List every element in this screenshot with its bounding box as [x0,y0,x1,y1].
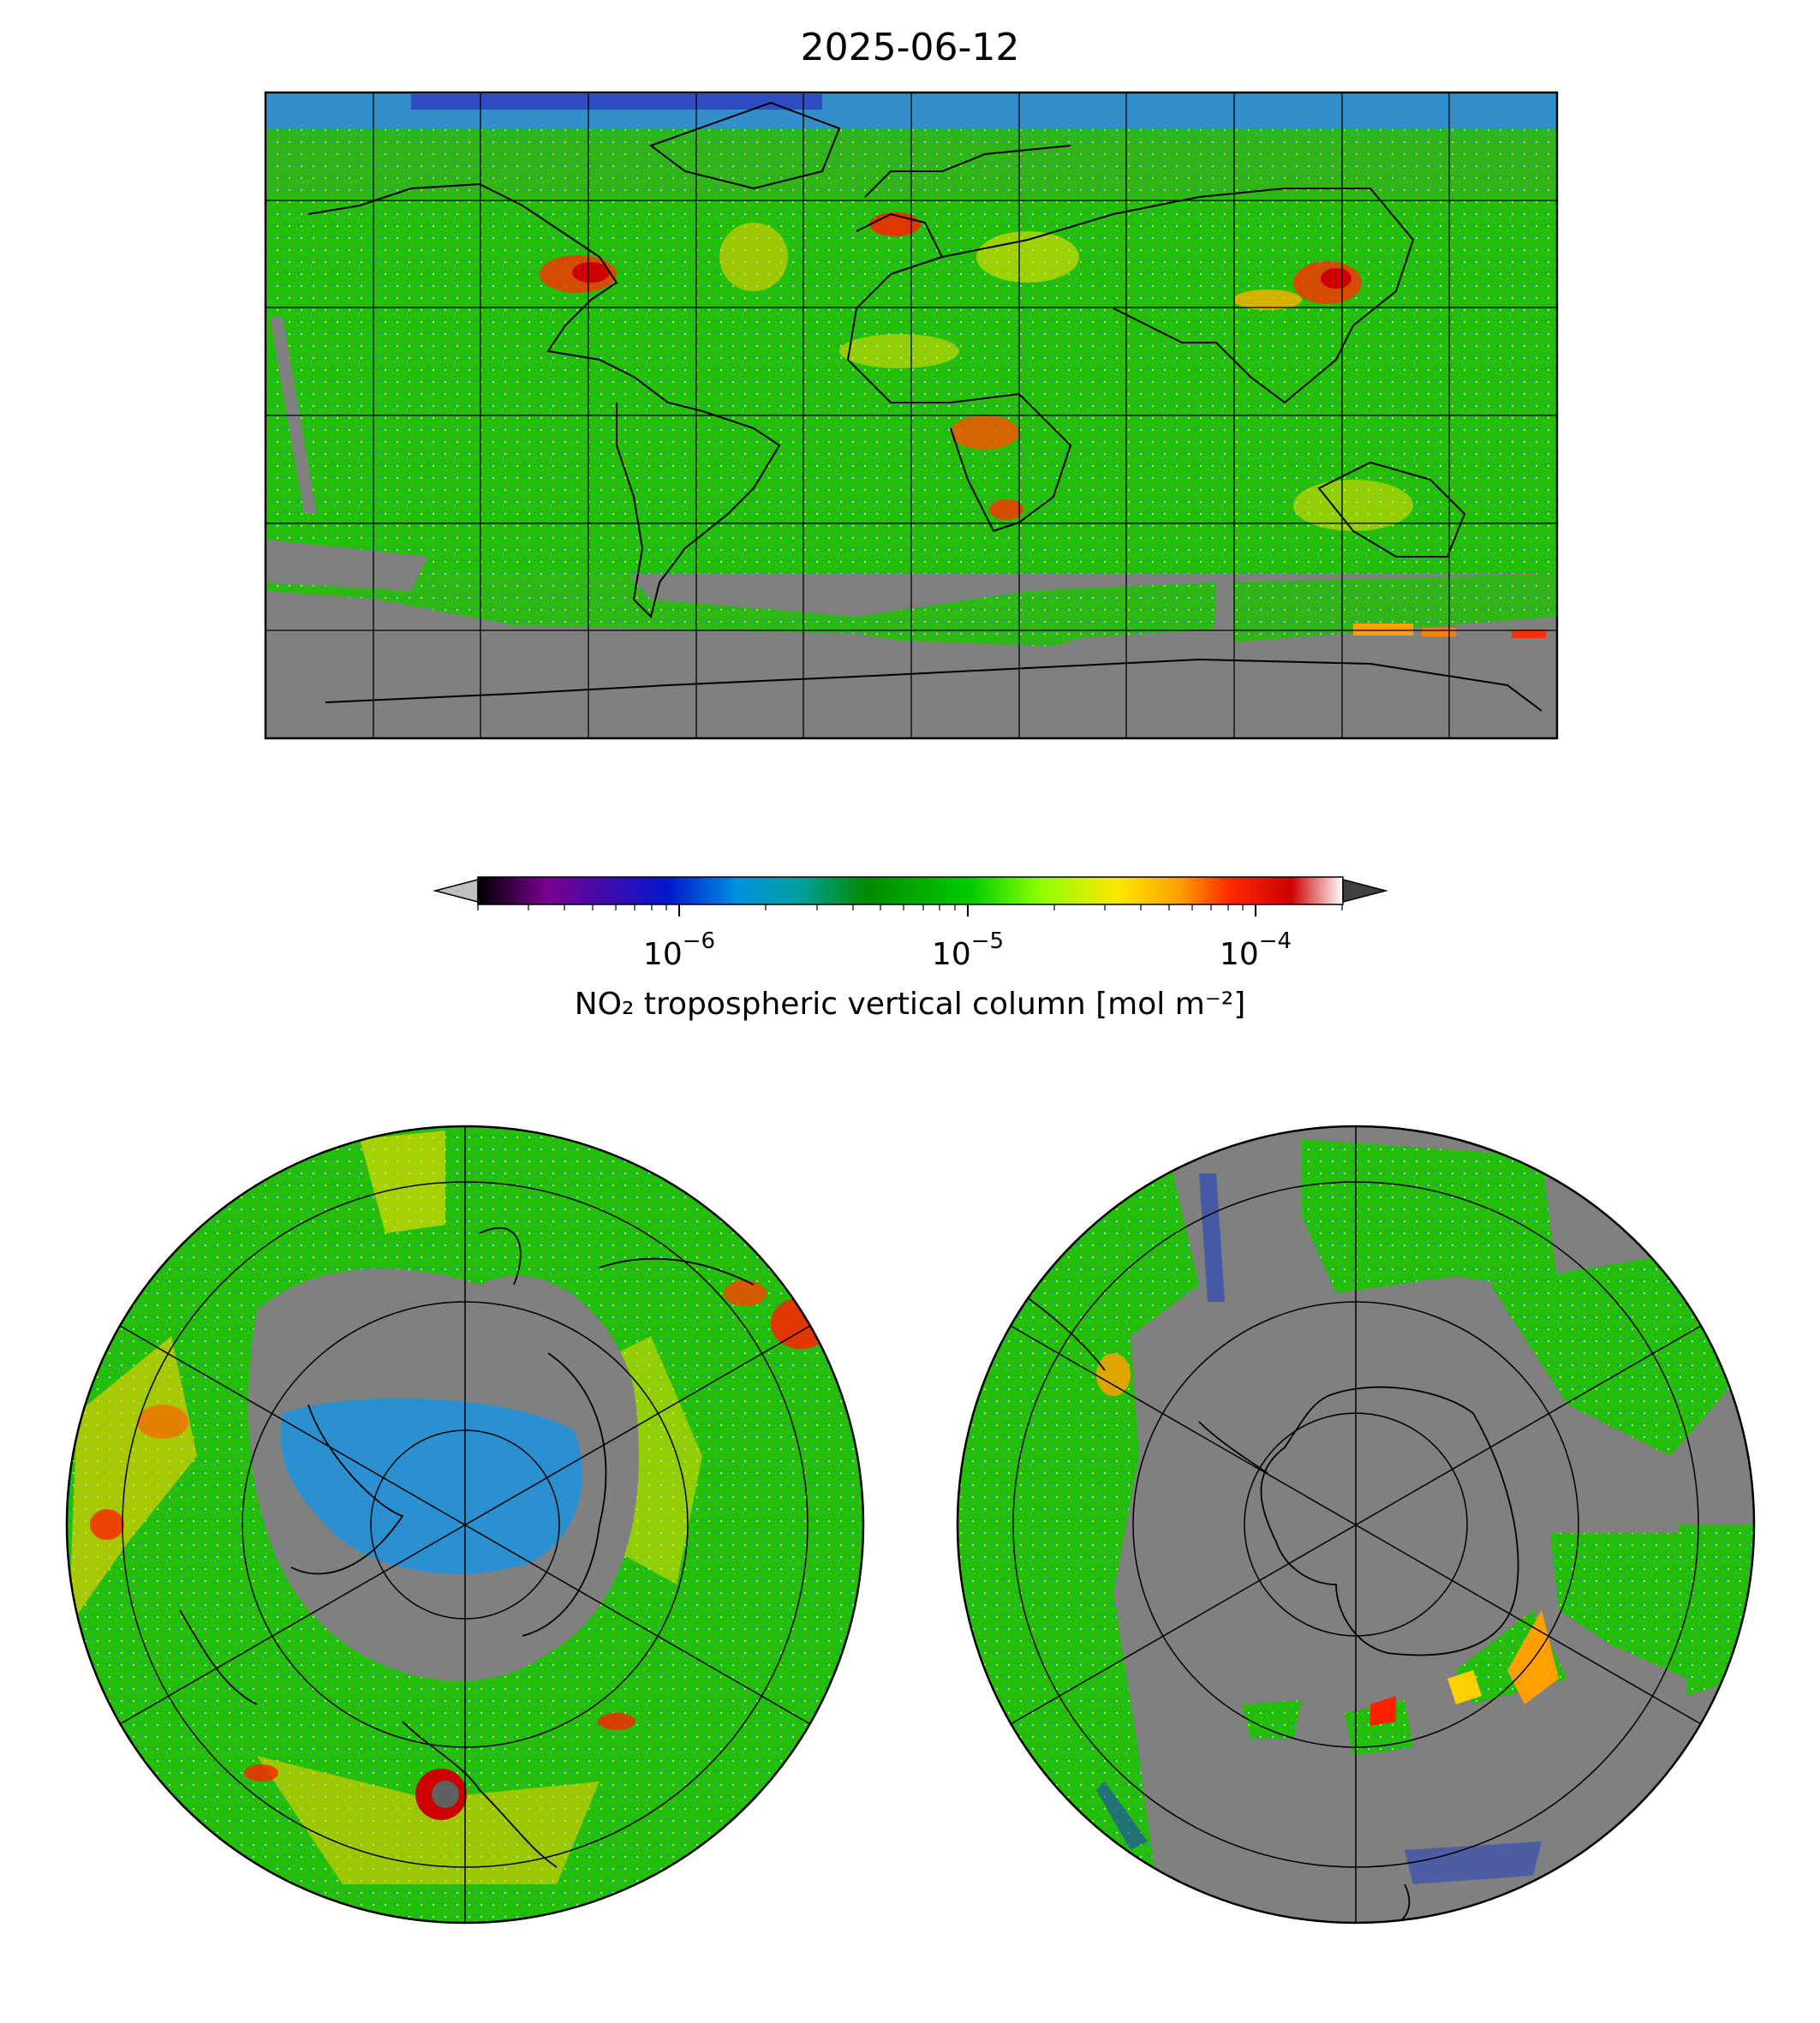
colorbar [433,876,1388,916]
colorbar-over-extension [1342,879,1388,903]
colorbar-under-extension [433,879,479,903]
colorbar-tick-label: 10−5 [931,928,1005,972]
colorbar-gradient [478,877,1343,904]
south-polar-map [956,1125,1756,1925]
colorbar-label: NO₂ tropospheric vertical column [mol m⁻… [574,987,1246,1022]
colorbar-tick-label: 10−4 [1219,928,1292,972]
north-polar-map [65,1125,865,1925]
global-map [264,91,1559,740]
colorbar-tick-label: 10−6 [642,928,716,972]
map-title: 2025-06-12 [800,26,1020,69]
